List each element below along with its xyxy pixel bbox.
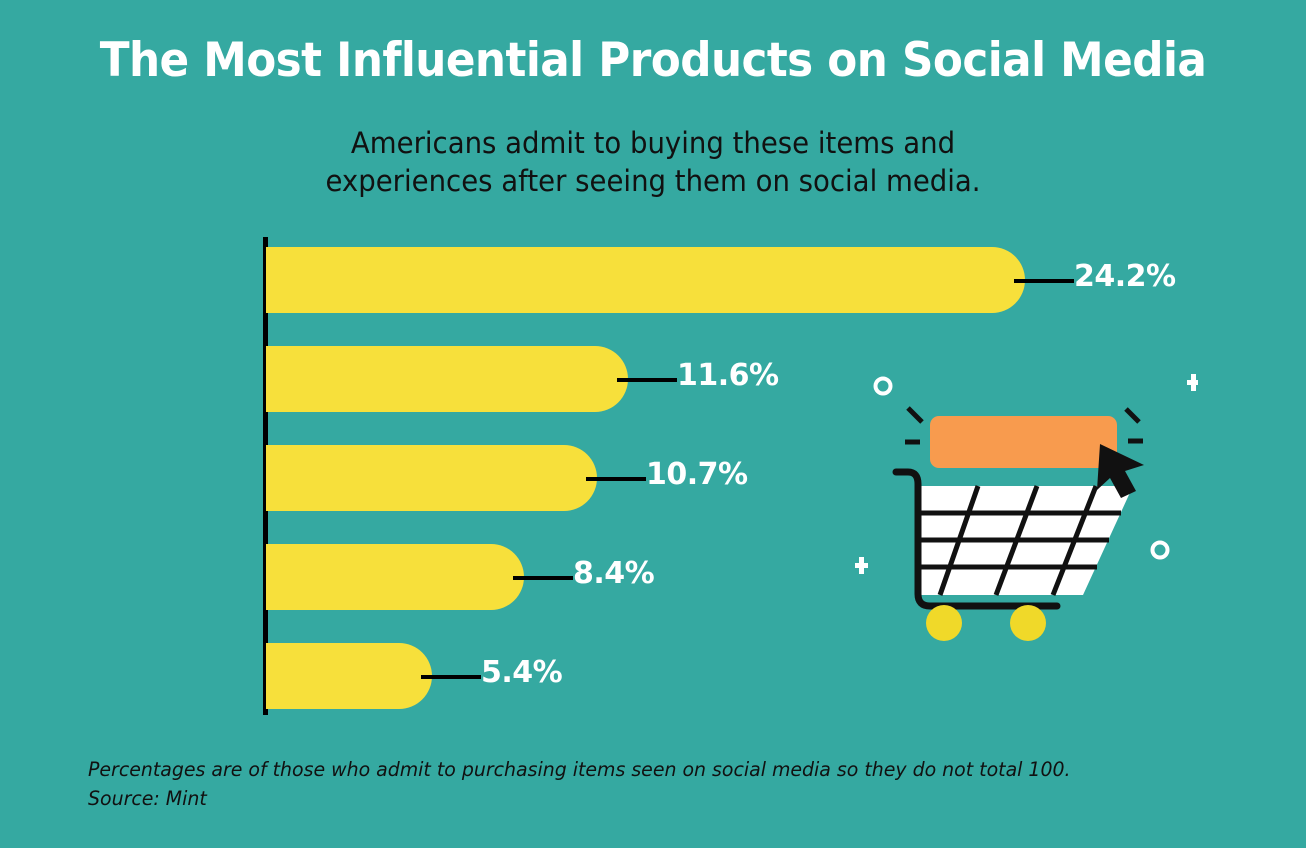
chart-subtitle: Americans admit to buying these items an… xyxy=(273,124,1033,201)
plus-mark-icon xyxy=(1187,374,1198,391)
footnote-note: Percentages are of those who admit to pu… xyxy=(88,758,1071,781)
shopping-cart-illustration: CHECKOUT xyxy=(838,368,1198,663)
bar-value-label: 24.2% xyxy=(1074,259,1176,294)
plus-mark-icon xyxy=(855,557,868,574)
bar-event-tickets[interactable] xyxy=(266,544,524,610)
value-leader-line xyxy=(586,477,646,481)
ring-dot-icon xyxy=(1150,540,1170,560)
cart-wheel xyxy=(926,605,962,641)
bar-value-label: 10.7% xyxy=(646,457,748,492)
mouse-cursor-icon xyxy=(1097,444,1144,498)
bar-vacation-experiences[interactable] xyxy=(266,643,432,709)
ring-dot-icon xyxy=(873,376,893,396)
cart-wheel xyxy=(1010,605,1046,641)
y-axis-line xyxy=(263,237,268,715)
value-leader-line xyxy=(617,378,677,382)
bar-food-or-drinks[interactable] xyxy=(266,445,597,511)
checkout-button xyxy=(930,416,1117,468)
bar-value-label: 8.4% xyxy=(573,556,655,591)
footnote-source: Source: Mint xyxy=(88,787,207,811)
sparkle-dash-icon xyxy=(905,406,1143,445)
cart-frame xyxy=(892,468,1061,610)
value-leader-line xyxy=(1014,279,1074,283)
subtitle-line-2: experiences after seeing them on social … xyxy=(325,164,981,199)
subtitle-line-1: Americans admit to buying these items an… xyxy=(350,126,956,160)
bar-clothing-or-accessories[interactable] xyxy=(266,247,1025,313)
cart-grid-lines xyxy=(937,485,1099,596)
page-title: The Most Influential Products on Social … xyxy=(99,33,1207,88)
bar-value-label: 5.4% xyxy=(481,655,563,690)
value-leader-line xyxy=(421,675,481,679)
bar-health-or-beauty-items[interactable] xyxy=(266,346,628,412)
chart-footnote: Percentages are of those who admit to pu… xyxy=(88,755,1213,814)
value-leader-line xyxy=(513,576,573,580)
bar-value-label: 11.6% xyxy=(677,358,779,393)
